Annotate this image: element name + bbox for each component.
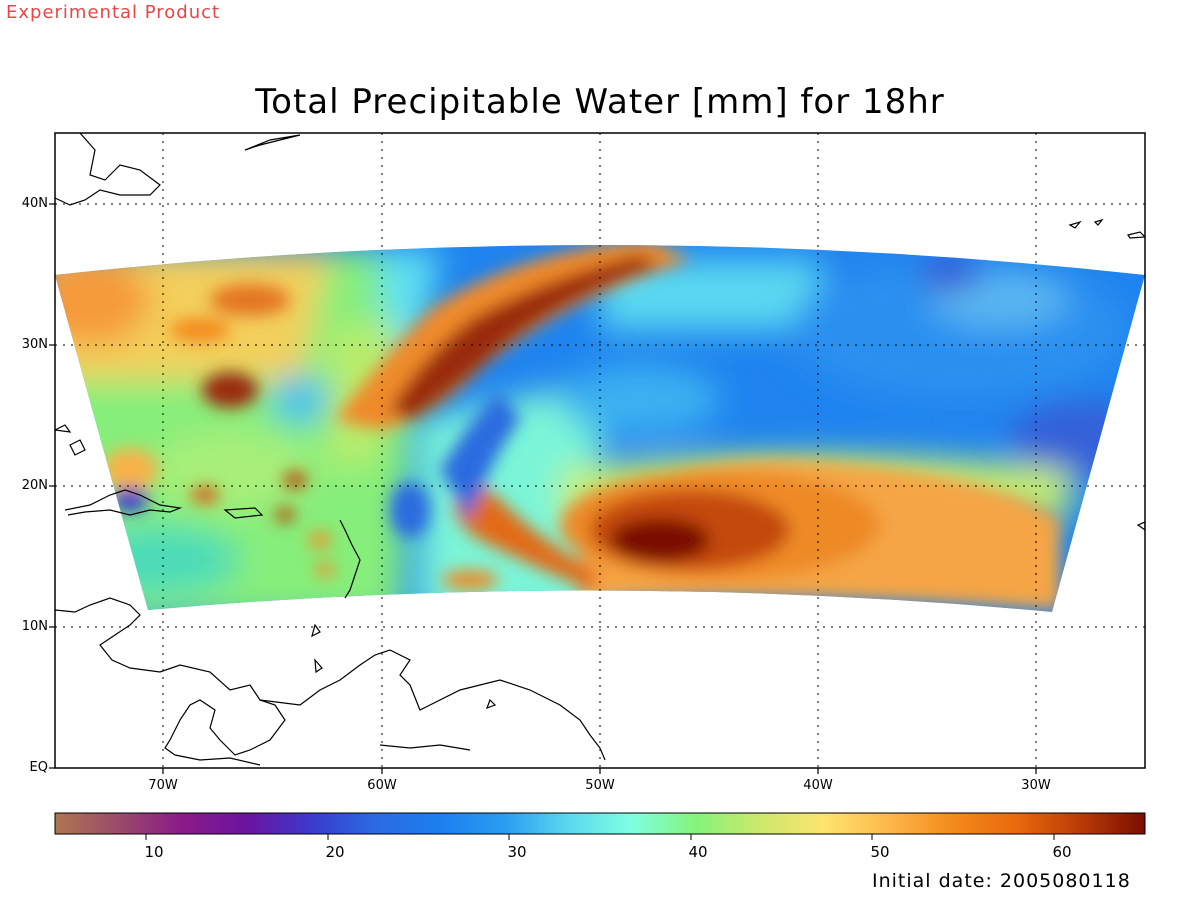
lat-label-30n: 30N <box>21 337 48 352</box>
lon-label-60w: 60W <box>367 778 397 793</box>
lon-label-30w: 30W <box>1021 778 1051 793</box>
colorbar-label-10: 10 <box>144 843 164 861</box>
lon-label-50w: 50W <box>585 778 615 793</box>
precipitable-water-field <box>55 245 1145 612</box>
lat-label-40n: 40N <box>21 196 48 211</box>
colorbar-label-30: 30 <box>507 843 527 861</box>
colorbar-label-40: 40 <box>688 843 708 861</box>
map-title: Total Precipitable Water [mm] for 18hr <box>255 82 945 122</box>
colorbar-label-50: 50 <box>870 843 890 861</box>
experimental-product-label: Experimental Product <box>6 2 221 23</box>
lon-label-70w: 70W <box>148 778 178 793</box>
lat-label-10n: 10N <box>21 619 48 634</box>
colorbar <box>54 812 1146 835</box>
graticule <box>55 133 1145 768</box>
lat-label-20n: 20N <box>21 478 48 493</box>
initial-date: Initial date: 2005080118 <box>872 870 1131 892</box>
coastlines <box>55 133 1145 766</box>
lon-label-40w: 40W <box>803 778 833 793</box>
lat-label-eq: EQ <box>29 760 48 775</box>
colorbar-label-60: 60 <box>1052 843 1072 861</box>
colorbar-label-20: 20 <box>325 843 345 861</box>
